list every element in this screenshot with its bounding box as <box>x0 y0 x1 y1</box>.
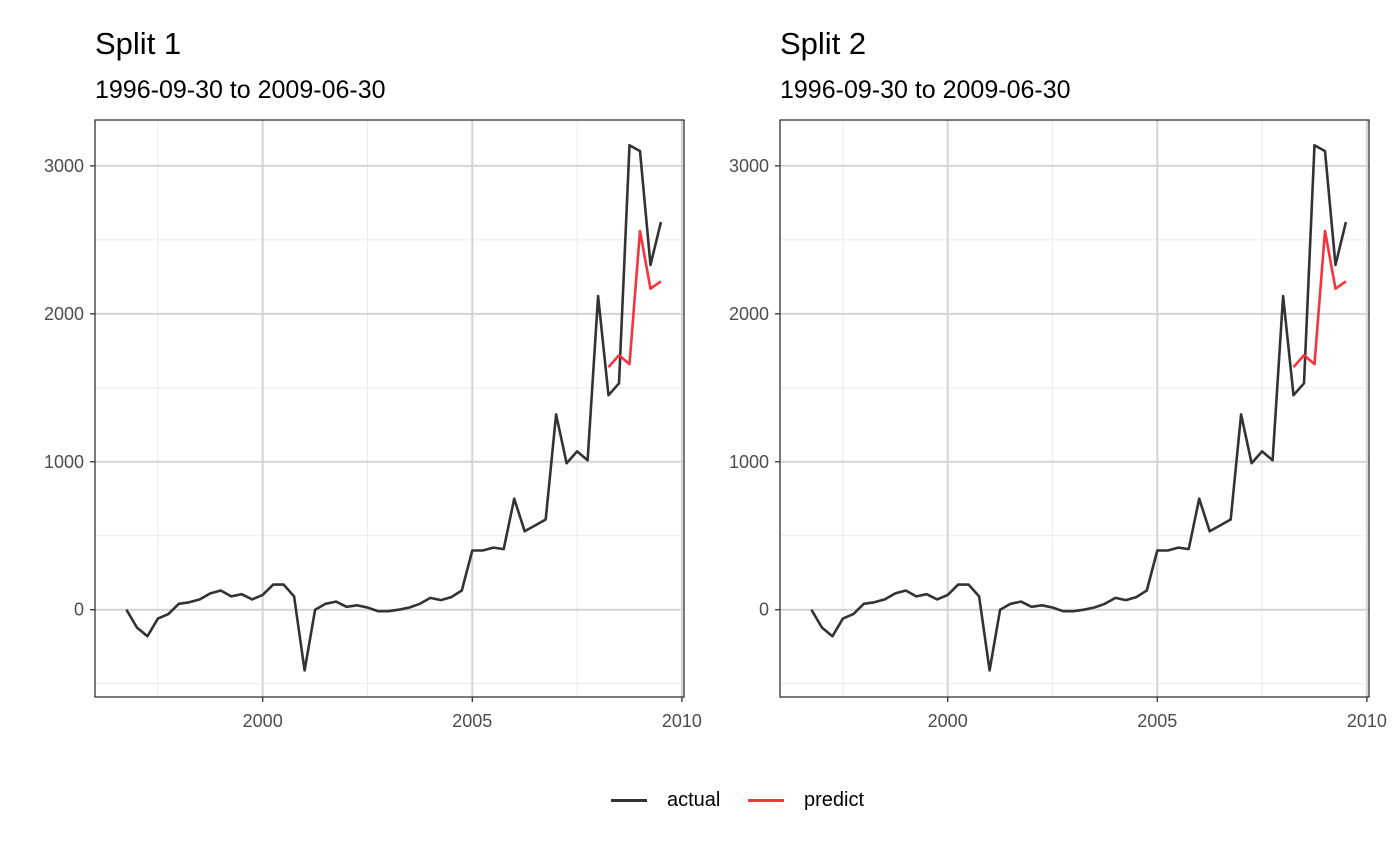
legend-item-predict: predict <box>748 784 864 816</box>
legend-label-predict: predict <box>804 788 865 811</box>
y-tick-label: 0 <box>759 600 769 620</box>
y-tick-label: 3000 <box>44 156 84 176</box>
y-tick-label: 0 <box>74 600 84 620</box>
y-tick-label: 3000 <box>729 156 769 176</box>
legend-label-actual: actual <box>667 788 721 811</box>
x-tick-label: 2000 <box>928 711 968 731</box>
x-tick-label: 2010 <box>1347 711 1387 731</box>
panel-1-title: Split 1 <box>95 26 182 61</box>
legend-item-actual: actual <box>611 784 720 816</box>
y-tick-label: 2000 <box>729 304 769 324</box>
series-line-actual <box>125 143 663 672</box>
panel-2-title: Split 2 <box>780 26 867 61</box>
x-tick-label: 2000 <box>243 711 283 731</box>
series-line-actual <box>810 143 1348 672</box>
legend: actual predict <box>0 784 1400 816</box>
x-tick-label: 2005 <box>452 711 492 731</box>
panel-1: 2000 2005 2010 0 1000 2000 3000 <box>44 119 702 731</box>
x-tick-label: 2010 <box>662 711 702 731</box>
x-tick-label: 2005 <box>1137 711 1177 731</box>
y-tick-label: 2000 <box>44 304 84 324</box>
panel-border <box>779 119 1370 698</box>
panel-2: 2000 2005 2010 0 1000 2000 3000 <box>729 119 1387 731</box>
y-tick-label: 1000 <box>729 452 769 472</box>
y-tick-label: 1000 <box>44 452 84 472</box>
panel-2-subtitle: 1996-09-30 to 2009-06-30 <box>780 76 1071 104</box>
legend-key-predict <box>748 798 784 802</box>
panel-border <box>94 119 685 698</box>
panel-1-subtitle: 1996-09-30 to 2009-06-30 <box>95 76 386 104</box>
series-line-predict <box>1292 229 1347 368</box>
legend-key-actual <box>611 798 647 802</box>
series-line-predict <box>607 229 662 368</box>
